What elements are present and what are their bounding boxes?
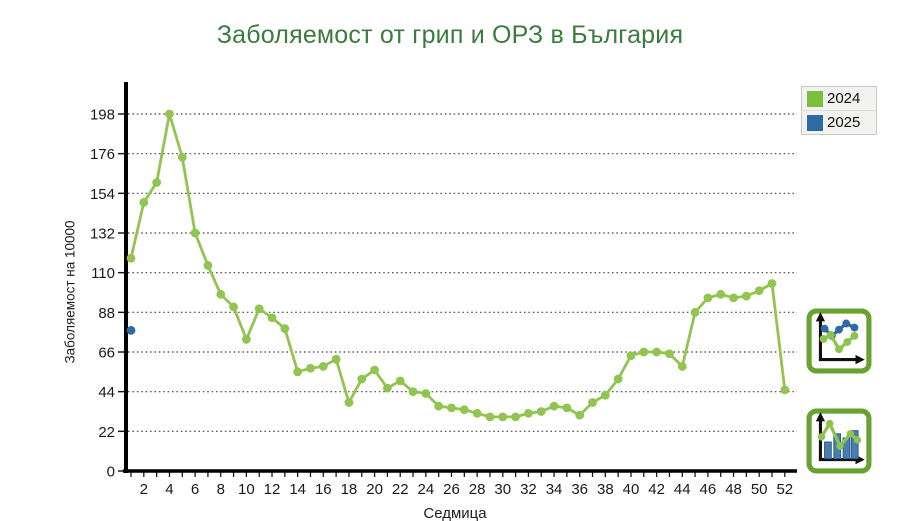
svg-text:88: 88 [98, 305, 115, 322]
svg-text:46: 46 [700, 481, 717, 498]
svg-text:40: 40 [623, 481, 640, 498]
svg-text:24: 24 [418, 481, 435, 498]
svg-text:22: 22 [98, 424, 115, 441]
svg-text:12: 12 [264, 481, 281, 498]
x-axis-title: Седмица [423, 505, 487, 521]
svg-text:2: 2 [140, 481, 148, 498]
chart-title: Заболяемост от грип и ОРЗ в България [216, 21, 684, 49]
chart-legend: 2024 2025 [801, 86, 877, 135]
line-chart-view-button[interactable] [806, 308, 872, 374]
svg-text:36: 36 [571, 481, 588, 498]
svg-text:18: 18 [341, 481, 358, 498]
series-2024-color-swatch [807, 90, 823, 107]
svg-text:42: 42 [648, 481, 665, 498]
svg-text:4: 4 [165, 481, 173, 498]
svg-text:48: 48 [725, 481, 742, 498]
legend-item-2024[interactable]: 2024 [802, 87, 876, 110]
svg-text:52: 52 [776, 481, 793, 498]
bar-chart-view-button[interactable] [806, 408, 872, 474]
svg-text:176: 176 [90, 146, 115, 163]
svg-text:16: 16 [315, 481, 332, 498]
svg-text:10: 10 [238, 481, 255, 498]
svg-text:14: 14 [289, 481, 306, 498]
svg-text:6: 6 [191, 481, 199, 498]
svg-text:22: 22 [392, 481, 409, 498]
svg-text:32: 32 [520, 481, 537, 498]
legend-label-2025: 2025 [827, 114, 861, 131]
svg-text:38: 38 [597, 481, 614, 498]
svg-text:132: 132 [90, 226, 115, 243]
series-2025-color-swatch [807, 114, 823, 131]
svg-text:28: 28 [469, 481, 486, 498]
svg-text:44: 44 [98, 384, 115, 401]
svg-text:198: 198 [90, 107, 115, 124]
line-chart-icon [806, 308, 872, 374]
bar-chart-icon [806, 408, 872, 474]
svg-text:8: 8 [217, 481, 225, 498]
svg-text:26: 26 [443, 481, 460, 498]
svg-text:110: 110 [91, 265, 115, 282]
svg-text:20: 20 [366, 481, 383, 498]
svg-text:34: 34 [546, 481, 563, 498]
svg-text:30: 30 [494, 481, 511, 498]
svg-text:44: 44 [674, 481, 691, 498]
svg-text:0: 0 [107, 464, 115, 481]
legend-label-2024: 2024 [827, 90, 861, 107]
svg-text:66: 66 [98, 345, 115, 362]
svg-text:154: 154 [90, 186, 115, 203]
svg-text:50: 50 [751, 481, 768, 498]
chart-type-buttons [806, 308, 872, 474]
legend-item-2025[interactable]: 2025 [802, 110, 876, 134]
